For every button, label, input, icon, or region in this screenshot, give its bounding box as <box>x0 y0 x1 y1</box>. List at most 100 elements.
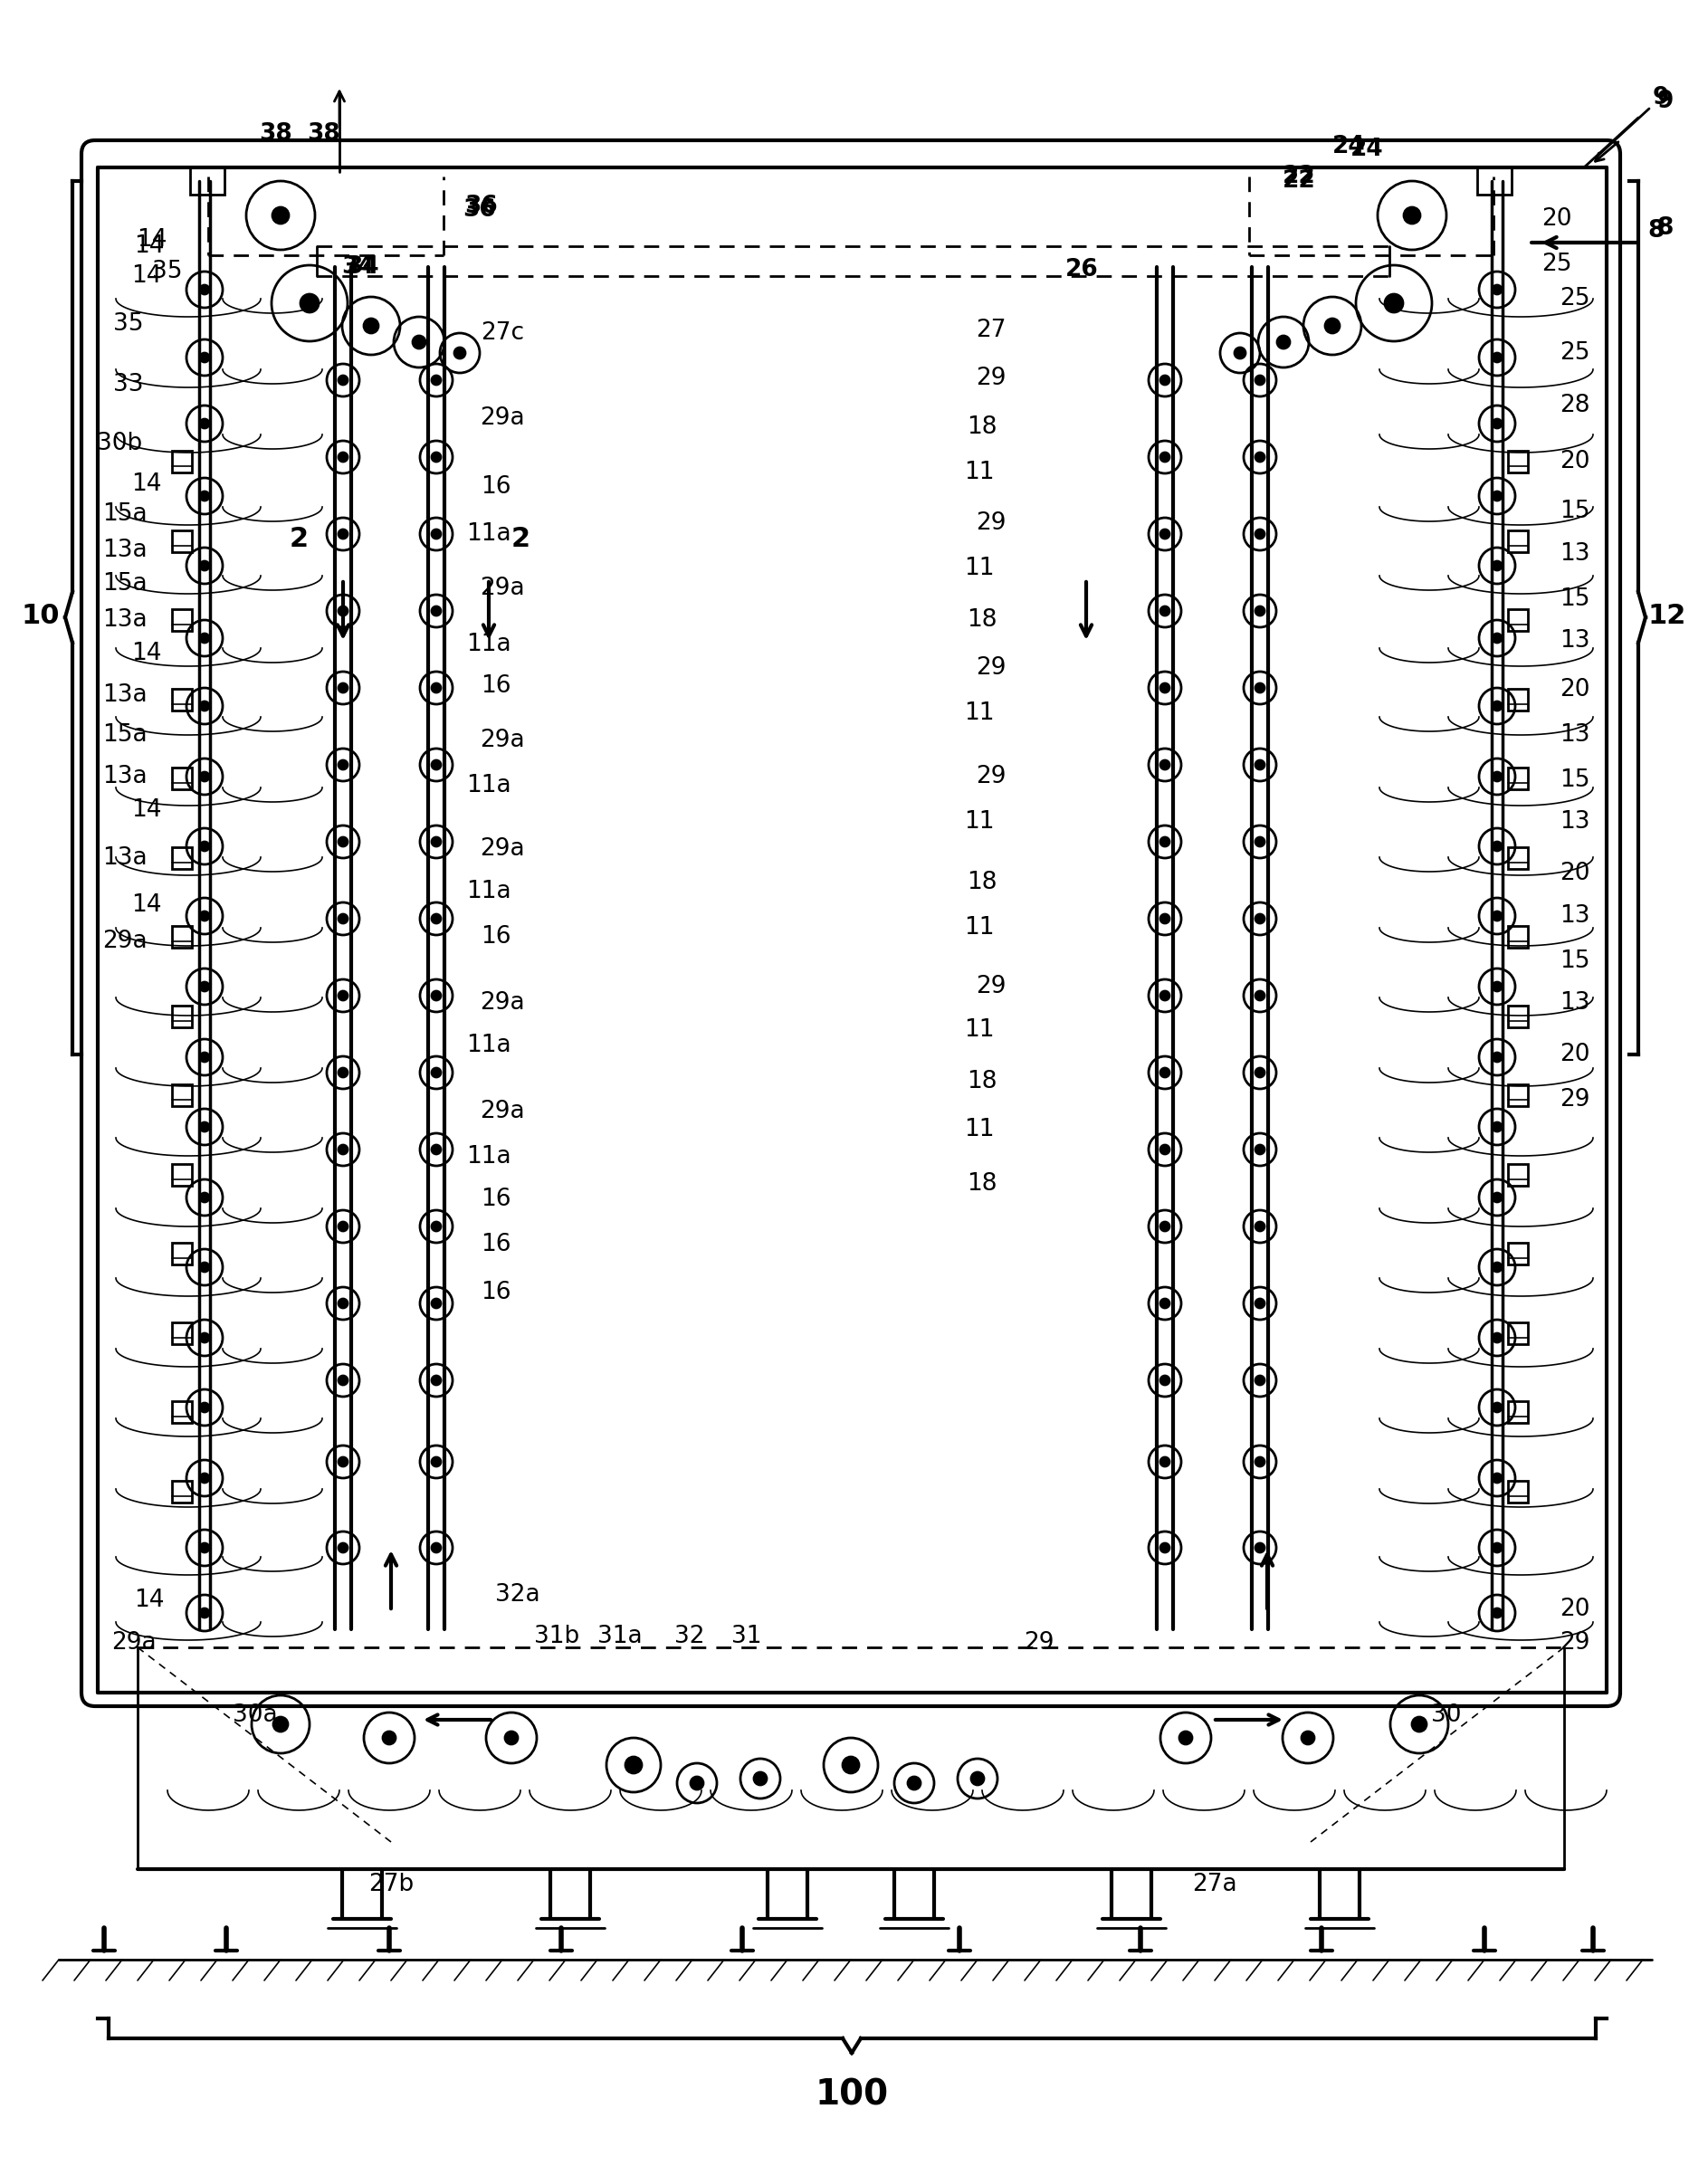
Bar <box>173 847 191 869</box>
Text: 24: 24 <box>1332 134 1365 158</box>
Bar <box>173 1401 191 1423</box>
Text: 35: 35 <box>113 312 143 336</box>
Text: 11: 11 <box>965 461 994 485</box>
Circle shape <box>432 1300 441 1308</box>
Text: 18: 18 <box>967 1070 997 1094</box>
Text: 22: 22 <box>1283 165 1315 188</box>
Text: 13a: 13a <box>102 609 147 632</box>
Circle shape <box>1160 760 1170 769</box>
Text: 29a: 29a <box>480 838 524 860</box>
Circle shape <box>200 771 208 782</box>
Circle shape <box>1493 418 1501 429</box>
Text: 22: 22 <box>1283 169 1315 193</box>
Text: 14: 14 <box>132 892 162 916</box>
Text: 11: 11 <box>965 810 994 834</box>
Text: 29a: 29a <box>480 728 524 752</box>
Circle shape <box>432 606 441 615</box>
Circle shape <box>432 1068 441 1077</box>
Text: 13a: 13a <box>102 765 147 788</box>
Text: 25: 25 <box>1542 253 1571 275</box>
Circle shape <box>1301 1731 1313 1744</box>
Text: 16: 16 <box>482 474 511 498</box>
Bar <box>1508 531 1529 552</box>
Circle shape <box>1160 453 1170 461</box>
Text: 9: 9 <box>1657 89 1674 113</box>
Text: 20: 20 <box>1559 451 1590 474</box>
Circle shape <box>432 453 441 461</box>
Text: 29: 29 <box>1023 1631 1054 1655</box>
Circle shape <box>1160 1542 1170 1553</box>
Circle shape <box>338 1068 347 1077</box>
Circle shape <box>1255 606 1264 615</box>
Circle shape <box>1493 1542 1501 1553</box>
Text: 29: 29 <box>975 656 1006 680</box>
Circle shape <box>1160 838 1170 847</box>
Text: 29a: 29a <box>480 576 524 600</box>
Circle shape <box>1493 912 1501 921</box>
Circle shape <box>1235 347 1245 357</box>
Text: 11: 11 <box>965 1018 994 1042</box>
Text: 15: 15 <box>1559 949 1590 973</box>
Text: 15: 15 <box>1559 587 1590 611</box>
Bar <box>1508 1482 1529 1503</box>
Text: 18: 18 <box>967 609 997 632</box>
Circle shape <box>1255 760 1264 769</box>
Circle shape <box>1160 1300 1170 1308</box>
Text: 26: 26 <box>1066 258 1098 282</box>
Circle shape <box>200 1609 208 1618</box>
Circle shape <box>200 492 208 500</box>
Text: 13a: 13a <box>102 684 147 706</box>
Circle shape <box>1255 914 1264 923</box>
Text: 27: 27 <box>975 318 1006 342</box>
Circle shape <box>1493 981 1501 992</box>
Bar <box>173 1163 191 1185</box>
Bar <box>173 531 191 552</box>
Circle shape <box>338 1458 347 1466</box>
Circle shape <box>338 1300 347 1308</box>
Circle shape <box>1160 375 1170 386</box>
Text: 8: 8 <box>1657 217 1674 240</box>
Bar <box>1508 925 1529 949</box>
Text: 16: 16 <box>482 925 511 949</box>
Circle shape <box>200 1193 208 1202</box>
Circle shape <box>1278 336 1290 349</box>
Bar <box>173 1005 191 1027</box>
Text: 11: 11 <box>965 916 994 940</box>
Text: 25: 25 <box>1559 342 1590 364</box>
Circle shape <box>1255 1068 1264 1077</box>
Text: 18: 18 <box>967 416 997 440</box>
Circle shape <box>200 1542 208 1553</box>
Text: 30: 30 <box>1431 1702 1462 1726</box>
Text: 33: 33 <box>113 373 143 396</box>
Circle shape <box>383 1731 396 1744</box>
Text: 13a: 13a <box>102 539 147 563</box>
Circle shape <box>1493 353 1501 362</box>
Circle shape <box>1413 1718 1426 1731</box>
Text: 8: 8 <box>1648 219 1665 243</box>
Circle shape <box>301 295 319 312</box>
Text: 2: 2 <box>511 526 529 552</box>
Circle shape <box>1160 606 1170 615</box>
Circle shape <box>1493 1473 1501 1482</box>
Circle shape <box>432 838 441 847</box>
Circle shape <box>273 208 289 223</box>
Text: 14: 14 <box>137 227 167 251</box>
Text: 29: 29 <box>975 765 1006 788</box>
Text: 9: 9 <box>1653 87 1669 110</box>
Circle shape <box>338 375 347 386</box>
Circle shape <box>200 286 208 295</box>
Text: 38: 38 <box>307 121 340 145</box>
Circle shape <box>338 684 347 693</box>
Circle shape <box>1160 1375 1170 1384</box>
Circle shape <box>200 1404 208 1412</box>
Bar <box>173 609 191 630</box>
Circle shape <box>1160 529 1170 539</box>
Text: 27c: 27c <box>480 321 524 344</box>
Circle shape <box>200 981 208 992</box>
Circle shape <box>338 992 347 1001</box>
Text: 16: 16 <box>482 1280 511 1304</box>
Text: 14: 14 <box>132 264 162 288</box>
Circle shape <box>1493 1263 1501 1271</box>
Circle shape <box>1255 1300 1264 1308</box>
Text: 38: 38 <box>260 121 292 145</box>
